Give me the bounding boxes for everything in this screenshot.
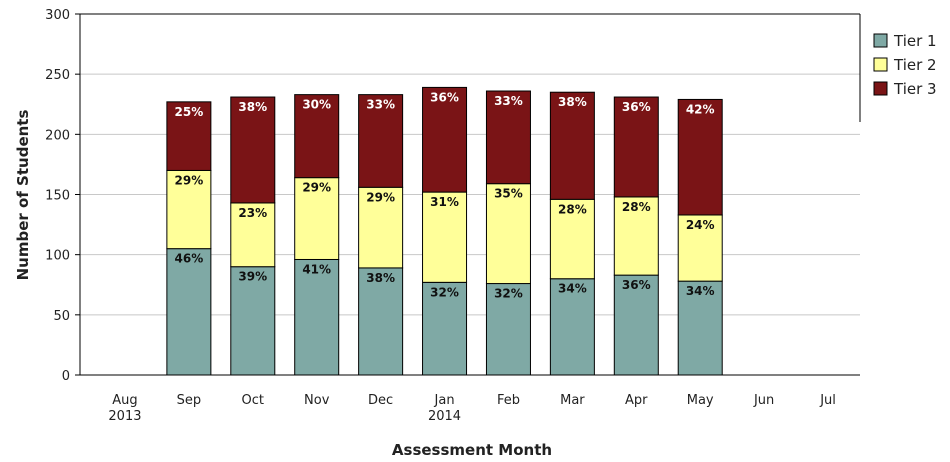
value-label: 34% xyxy=(558,282,587,296)
bar-segment xyxy=(677,214,723,282)
x-tick-label: May xyxy=(687,393,714,408)
value-label: 36% xyxy=(622,278,651,292)
x-tick-label: Jun xyxy=(753,393,774,408)
bar-segment xyxy=(485,90,531,185)
y-tick-label: 250 xyxy=(45,68,70,83)
x-axis-title: Assessment Month xyxy=(392,441,552,459)
value-label: 42% xyxy=(686,102,715,116)
y-tick-label: 50 xyxy=(53,309,70,324)
value-label: 23% xyxy=(238,206,267,220)
legend-swatch xyxy=(873,57,888,72)
value-label: 33% xyxy=(494,94,523,108)
bar-segment xyxy=(358,94,404,188)
value-label: 34% xyxy=(686,284,715,298)
value-label: 24% xyxy=(686,218,715,232)
bar-segment xyxy=(294,258,340,376)
value-label: 29% xyxy=(302,181,331,195)
value-label: 30% xyxy=(302,98,331,112)
y-tick-label: 0 xyxy=(62,369,70,384)
x-tick-label: Apr xyxy=(625,393,648,408)
value-label: 41% xyxy=(302,262,331,276)
bar-segment xyxy=(422,86,468,193)
legend-swatch xyxy=(873,33,888,48)
x-tick-label: Mar xyxy=(560,393,585,408)
value-label: 39% xyxy=(238,270,267,284)
value-label: 46% xyxy=(175,252,204,266)
bar-segment xyxy=(485,283,531,376)
bar-segment xyxy=(294,94,340,179)
x-tick-label: Feb xyxy=(497,393,520,408)
bar-segment xyxy=(230,202,276,268)
bar-segment xyxy=(677,98,723,216)
x-tick-label: Jan xyxy=(434,393,455,408)
value-label: 36% xyxy=(430,90,459,104)
x-tick-label: Aug xyxy=(112,393,137,408)
value-label: 28% xyxy=(558,202,587,216)
value-label: 35% xyxy=(494,187,523,201)
bar-segment xyxy=(422,281,468,376)
value-label: 29% xyxy=(366,190,395,204)
bar-segment xyxy=(549,278,595,376)
x-tick-sublabel: 2014 xyxy=(428,409,461,424)
legend-label: Tier 3 xyxy=(893,80,937,98)
bar-segment xyxy=(485,183,531,285)
legend-label: Tier 2 xyxy=(893,56,937,74)
y-axis-title: Number of Students xyxy=(14,110,32,281)
bar-segment xyxy=(166,248,212,376)
bar-segment xyxy=(294,177,340,260)
bar-segment xyxy=(677,280,723,376)
y-tick-label: 100 xyxy=(45,249,70,264)
bar-segment xyxy=(613,96,659,198)
y-tick-label: 200 xyxy=(45,128,70,143)
bar-segment xyxy=(549,91,595,200)
value-label: 32% xyxy=(494,287,523,301)
x-tick-label: Dec xyxy=(368,393,393,408)
y-tick-label: 150 xyxy=(45,189,70,204)
bar-segment xyxy=(422,191,468,283)
bar-segment xyxy=(613,196,659,276)
bar-segment xyxy=(230,96,276,204)
bar-segment xyxy=(549,198,595,280)
value-label: 38% xyxy=(366,271,395,285)
value-label: 38% xyxy=(238,100,267,114)
y-tick-label: 300 xyxy=(45,8,70,23)
bar-segment xyxy=(166,101,212,171)
value-label: 38% xyxy=(558,95,587,109)
x-tick-label: Jul xyxy=(819,393,836,408)
x-tick-sublabel: 2013 xyxy=(108,409,141,424)
value-label: 32% xyxy=(430,285,459,299)
value-label: 28% xyxy=(622,200,651,214)
value-label: 36% xyxy=(622,100,651,114)
x-tick-label: Oct xyxy=(242,393,264,408)
x-tick-label: Nov xyxy=(304,393,330,408)
value-label: 33% xyxy=(366,98,395,112)
legend-swatch xyxy=(873,81,888,96)
legend-label: Tier 1 xyxy=(893,32,937,50)
bar-segment xyxy=(358,186,404,269)
value-label: 31% xyxy=(430,195,459,209)
x-tick-label: Sep xyxy=(177,393,202,408)
bar-segment xyxy=(358,267,404,376)
value-label: 29% xyxy=(175,173,204,187)
value-label: 25% xyxy=(175,105,204,119)
bar-segment xyxy=(613,274,659,376)
